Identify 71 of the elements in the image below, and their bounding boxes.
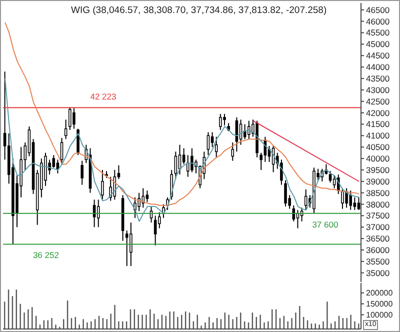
candlestick — [125, 230, 128, 266]
candlestick — [332, 175, 336, 189]
y-tick-label: 41500 — [366, 119, 390, 130]
candlestick — [142, 188, 145, 208]
candlestick — [304, 188, 308, 210]
candlestick — [138, 192, 140, 212]
candlestick — [214, 136, 218, 158]
y-tick-label: 44500 — [366, 50, 390, 61]
y-tick-label: 46000 — [366, 16, 390, 26]
y-tick-label: 38500 — [366, 188, 390, 198]
candlestick — [72, 108, 76, 130]
candlestick — [101, 169, 104, 200]
y-tick-label: 39000 — [366, 176, 390, 186]
candlestick — [280, 159, 283, 186]
candlestick — [357, 196, 360, 210]
candlestick — [248, 120, 250, 140]
y-tick-label: 36500 — [366, 234, 390, 244]
candlestick — [130, 222, 132, 266]
line-series — [4, 22, 360, 206]
candlestick — [174, 151, 178, 180]
y-tick-label: 36000 — [366, 245, 390, 255]
y-tick-label: 40500 — [366, 142, 390, 152]
candlestick — [353, 196, 356, 210]
y-tick-label: 41000 — [366, 130, 390, 141]
y-tick-label: 42000 — [366, 108, 390, 118]
y-tick-label: 38000 — [366, 199, 390, 210]
y-tick-label: 200000 — [366, 288, 394, 298]
candlestick — [349, 190, 352, 210]
ref-line-label: 36 252 — [32, 250, 60, 260]
y-tick-label: 35500 — [366, 256, 390, 266]
candlestick — [219, 113, 222, 130]
y-tick-label: 37000 — [366, 222, 390, 232]
candlestick — [210, 132, 214, 148]
candlestick — [64, 119, 68, 140]
candlestick — [345, 188, 348, 208]
y-tick-label: 43000 — [366, 84, 390, 95]
y-tick-label: 100000 — [366, 310, 394, 320]
candlestick — [109, 176, 112, 202]
candlestick — [206, 132, 210, 156]
candlestick — [68, 106, 72, 130]
y-tick-label: 45000 — [366, 39, 390, 50]
candlestick — [182, 148, 186, 165]
y-tick-label: 45500 — [366, 28, 390, 38]
ref-line-label: 42 223 — [90, 92, 117, 102]
y-tick-label: 43500 — [366, 73, 390, 84]
candlestick — [186, 154, 190, 178]
y-tick-label: 44000 — [366, 62, 390, 72]
y-tick-label: 39500 — [366, 164, 390, 175]
y-tick-label: 150000 — [366, 300, 394, 309]
candlestick — [60, 137, 64, 165]
candlestick — [284, 180, 287, 208]
y-tick-label: 46500 — [366, 4, 390, 15]
candlestick — [134, 196, 136, 218]
candlestick — [170, 169, 174, 200]
candlestick — [146, 190, 149, 202]
candlestick — [190, 148, 194, 173]
y-tick-label: 42500 — [366, 96, 390, 106]
chart-title: WIG (38,046.57, 38,308.70, 37,734.86, 37,813.82, -207.258) — [71, 5, 327, 16]
candlestick — [341, 188, 344, 210]
candlestick — [231, 142, 234, 162]
y-tick-label: 35000 — [366, 268, 390, 278]
line-series — [4, 78, 360, 222]
candlestick — [52, 154, 56, 168]
candlestick — [223, 113, 226, 126]
candlestick — [328, 170, 332, 184]
candlestick — [154, 215, 157, 246]
y-tick-label: 37500 — [366, 210, 390, 221]
y-tick-label: 40000 — [366, 154, 390, 164]
candlestick — [80, 160, 84, 186]
candlestick — [96, 199, 100, 228]
ref-line-label: 37 600 — [312, 219, 338, 230]
